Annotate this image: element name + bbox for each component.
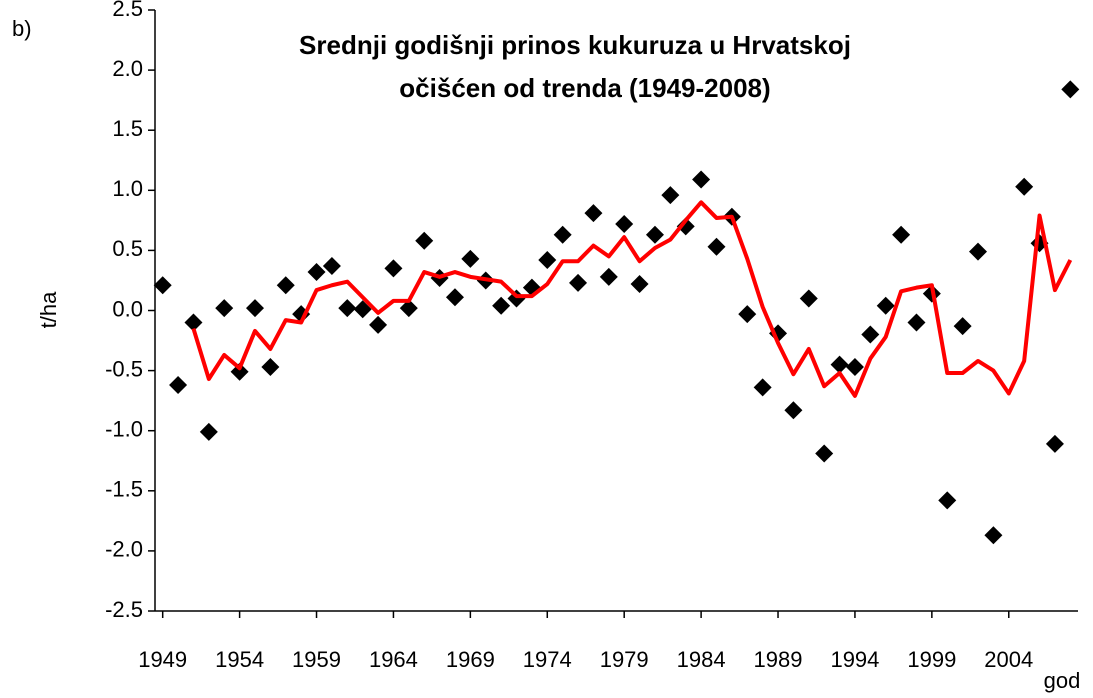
data-point (353, 300, 372, 319)
data-point (461, 249, 480, 268)
data-point (384, 259, 403, 278)
data-point (492, 296, 511, 315)
trend-line (191, 200, 1073, 398)
data-point (845, 357, 864, 376)
y-tick-label: -0.5 (105, 356, 143, 381)
data-point (984, 526, 1003, 545)
data-point (630, 275, 649, 294)
chart-title: Srednji godišnji prinos kukuruza u Hrvat… (299, 30, 851, 60)
y-tick-label: 1.5 (112, 116, 143, 141)
data-point (876, 296, 895, 315)
data-point (830, 355, 849, 374)
data-point (692, 170, 711, 189)
x-axis-label: god (1044, 668, 1081, 693)
y-tick-label: -2.0 (105, 537, 143, 562)
y-tick-label: -2.5 (105, 597, 143, 622)
x-tick-label: 1949 (138, 647, 187, 672)
data-point (415, 231, 434, 250)
data-point (230, 362, 249, 381)
data-point (199, 422, 218, 441)
x-tick-label: 2004 (984, 647, 1033, 672)
data-point (584, 204, 603, 223)
data-point (553, 225, 572, 244)
x-tick-label: 1969 (446, 647, 495, 672)
x-tick-label: 1954 (215, 647, 264, 672)
data-point (645, 225, 664, 244)
y-axis-label: t/ha (36, 291, 61, 328)
y-tick-label: 2.5 (112, 0, 143, 21)
y-tick-label: -1.5 (105, 477, 143, 502)
data-point (307, 263, 326, 282)
data-point (276, 276, 295, 295)
data-point (753, 378, 772, 397)
data-point (169, 376, 188, 395)
x-tick-label: 1964 (369, 647, 418, 672)
data-point (399, 299, 418, 318)
y-tick-label: 1.0 (112, 176, 143, 201)
data-point (861, 325, 880, 344)
panel-label: b) (12, 16, 32, 41)
data-point (184, 313, 203, 332)
data-point (815, 444, 834, 463)
x-tick-label: 1974 (523, 647, 572, 672)
data-point (599, 267, 618, 286)
y-tick-label: 0.0 (112, 296, 143, 321)
data-point (338, 299, 357, 318)
data-point (538, 251, 557, 270)
data-point (1015, 177, 1034, 196)
data-point (445, 288, 464, 307)
x-tick-label: 1959 (292, 647, 341, 672)
data-point (938, 491, 957, 510)
data-point (676, 217, 695, 236)
x-tick-label: 1989 (754, 647, 803, 672)
data-point (215, 299, 234, 318)
data-point (738, 305, 757, 324)
x-tick-label: 1984 (677, 647, 726, 672)
data-point (369, 315, 388, 334)
x-tick-label: 1994 (830, 647, 879, 672)
data-point (1045, 434, 1064, 453)
data-point (569, 273, 588, 292)
data-point (799, 289, 818, 308)
data-point (784, 401, 803, 420)
data-point (707, 237, 726, 256)
y-tick-label: 0.5 (112, 236, 143, 261)
data-point (322, 257, 341, 276)
y-tick-label: -1.0 (105, 417, 143, 442)
data-point (661, 186, 680, 205)
data-point (153, 276, 172, 295)
y-tick-label: 2.0 (112, 56, 143, 81)
data-point (892, 225, 911, 244)
data-point (261, 357, 280, 376)
x-tick-label: 1999 (907, 647, 956, 672)
data-point (953, 317, 972, 336)
data-point (969, 242, 988, 261)
data-point (615, 214, 634, 233)
data-point (1061, 80, 1080, 99)
data-point (907, 313, 926, 332)
x-tick-label: 1979 (600, 647, 649, 672)
chart-title: očišćen od trenda (1949-2008) (399, 73, 770, 103)
data-point (245, 299, 264, 318)
